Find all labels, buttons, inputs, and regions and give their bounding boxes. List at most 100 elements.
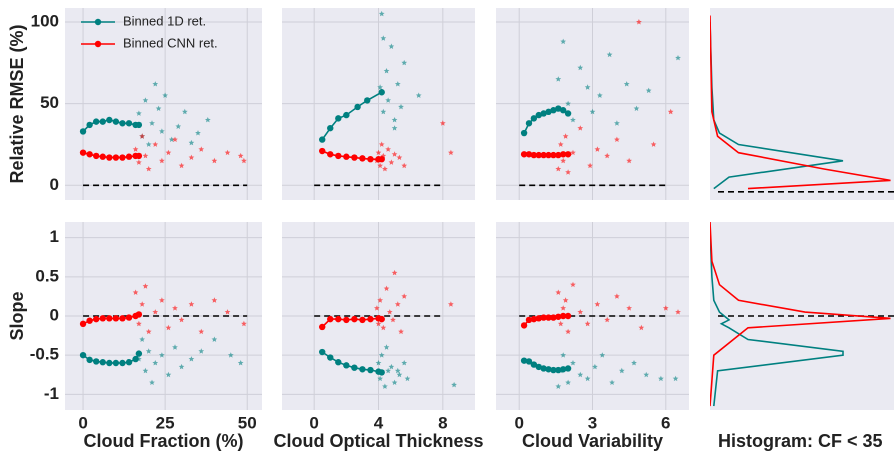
line-marker xyxy=(319,348,326,356)
line-marker xyxy=(520,322,528,329)
scatter-point xyxy=(136,356,142,362)
scatter-point xyxy=(383,285,390,291)
x-tick-label: 6 xyxy=(661,413,670,432)
line-marker xyxy=(327,354,334,361)
scatter-point xyxy=(178,162,185,169)
line-marker xyxy=(550,314,557,321)
line-marker xyxy=(378,369,385,376)
scatter-point xyxy=(211,297,218,303)
y-tick-label: 1 xyxy=(50,227,59,246)
scatter-point xyxy=(172,305,178,311)
scatter-point xyxy=(636,19,642,25)
line-marker xyxy=(530,151,538,159)
scatter-point xyxy=(385,97,391,103)
scatter-point xyxy=(388,363,395,370)
scatter-point xyxy=(394,301,401,307)
line-marker xyxy=(535,111,542,119)
scatter-point xyxy=(380,35,387,41)
line-marker xyxy=(79,128,87,135)
scatter-point xyxy=(375,360,382,366)
line-marker xyxy=(540,151,547,159)
scatter-point xyxy=(172,136,178,142)
y-tick-label: -0.5 xyxy=(30,345,59,364)
line-marker xyxy=(535,315,542,322)
panel xyxy=(710,8,894,200)
scatter-point xyxy=(139,301,145,307)
scatter-point xyxy=(142,97,149,103)
scatter-point xyxy=(241,320,247,327)
line-marker xyxy=(530,115,538,122)
x-tick-label: 0 xyxy=(514,413,523,432)
scatter-point xyxy=(584,375,591,382)
scatter-point xyxy=(159,297,165,303)
line-marker xyxy=(351,154,358,161)
line-marker xyxy=(92,358,100,365)
scatter-point xyxy=(178,363,185,370)
scatter-point xyxy=(136,320,142,327)
line-marker xyxy=(354,103,361,111)
line-marker xyxy=(540,314,547,321)
scatter-point xyxy=(168,136,175,142)
scatter-point xyxy=(555,289,562,295)
series-line xyxy=(82,353,140,364)
line-marker xyxy=(525,120,533,127)
panel xyxy=(282,222,475,410)
scatter-point xyxy=(388,43,395,49)
scatter-point xyxy=(565,379,571,385)
scatter-point xyxy=(152,309,159,315)
line-marker xyxy=(132,355,139,363)
scatter-point xyxy=(667,108,674,115)
scatter-point xyxy=(224,309,231,315)
scatter-point xyxy=(145,141,152,147)
scatter-point xyxy=(382,166,388,172)
line-marker xyxy=(559,107,567,114)
line-marker xyxy=(327,315,334,323)
scatter-point xyxy=(145,328,152,335)
scatter-point xyxy=(570,281,576,288)
scatter-point xyxy=(388,159,395,165)
scatter-point xyxy=(175,123,182,129)
scatter-point xyxy=(391,269,398,276)
scatter-point xyxy=(404,375,411,382)
line-marker xyxy=(545,314,552,321)
line-marker xyxy=(119,315,126,322)
scatter-point xyxy=(152,141,159,147)
line-marker xyxy=(367,315,374,323)
line-marker xyxy=(99,153,106,160)
scatter-point xyxy=(205,117,211,123)
scatter-point xyxy=(165,371,172,378)
line-marker xyxy=(367,366,374,374)
line-marker xyxy=(86,317,93,324)
scatter-point xyxy=(149,379,155,385)
scatter-point xyxy=(562,133,569,139)
line-marker xyxy=(119,120,126,127)
line-marker xyxy=(106,154,113,161)
scatter-point xyxy=(594,146,601,152)
line-marker xyxy=(135,152,143,160)
scatter-point xyxy=(560,305,566,311)
line-marker xyxy=(99,118,106,125)
scatter-point xyxy=(643,371,650,378)
line-marker xyxy=(359,155,366,162)
scatter-point xyxy=(401,293,408,299)
series-line xyxy=(710,15,891,190)
line-marker xyxy=(319,147,326,155)
line-marker xyxy=(112,154,120,161)
y-tick-label: 0 xyxy=(50,175,59,194)
line-marker xyxy=(564,151,572,158)
legend-label: Binned CNN ret. xyxy=(123,35,218,50)
line-marker xyxy=(135,121,143,129)
scatter-point xyxy=(584,320,591,327)
scatter-point xyxy=(604,152,610,159)
scatter-point xyxy=(592,363,598,370)
scatter-point xyxy=(382,383,388,389)
series-line xyxy=(82,119,139,132)
series-line xyxy=(710,229,844,407)
scatter-point xyxy=(237,152,244,159)
scatter-point xyxy=(587,162,593,169)
y-tick-label: 0 xyxy=(50,305,59,324)
x-axis-label: Cloud Optical Thickness xyxy=(273,431,483,451)
scatter-point xyxy=(380,108,387,115)
line-marker xyxy=(545,151,552,159)
y-tick-label: 0.5 xyxy=(35,266,59,285)
